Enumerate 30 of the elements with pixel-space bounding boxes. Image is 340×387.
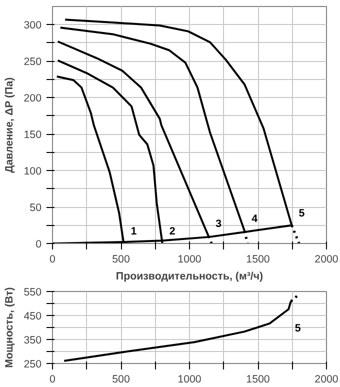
x-axis-title: Производительность, (м³/ч): [116, 270, 264, 282]
x-tick-label: 0: [50, 254, 56, 266]
y-tick-label: 200: [24, 92, 42, 105]
y-tick-label: 550: [24, 286, 42, 298]
y-tick-label: 150: [24, 129, 42, 142]
series-label: 5: [294, 322, 301, 334]
x-tick-label: 1500: [246, 254, 270, 266]
y-tick-label: 250: [24, 56, 42, 68]
x-tick-label: 2000: [314, 254, 338, 266]
x-tick-label: 0: [50, 374, 56, 386]
series-label: 5: [298, 207, 305, 220]
y-tick-label: 50: [30, 202, 42, 214]
y-axis-title: Мощность, (Вт): [4, 286, 16, 368]
y-axis-title: Давление, ΔP (Па): [4, 76, 16, 173]
series-label: 2: [169, 226, 176, 238]
series-label: 1: [130, 226, 137, 238]
y-tick-label: 300: [24, 20, 42, 32]
series-label: 4: [252, 213, 258, 226]
y-tick-label: 0: [36, 238, 42, 250]
x-tick-label: 1500: [246, 374, 270, 386]
y-tick-label: 450: [24, 310, 42, 322]
series-label: 3: [216, 218, 222, 230]
x-tick-label: 500: [112, 374, 130, 386]
x-tick-label: 500: [112, 254, 130, 266]
y-tick-label: 350: [24, 334, 42, 346]
y-tick-label: 100: [24, 166, 42, 178]
x-tick-label: 1000: [178, 254, 202, 266]
x-tick-label: 2000: [314, 374, 338, 386]
x-tick-label: 1000: [178, 374, 202, 386]
y-tick-label: 250: [24, 358, 42, 370]
